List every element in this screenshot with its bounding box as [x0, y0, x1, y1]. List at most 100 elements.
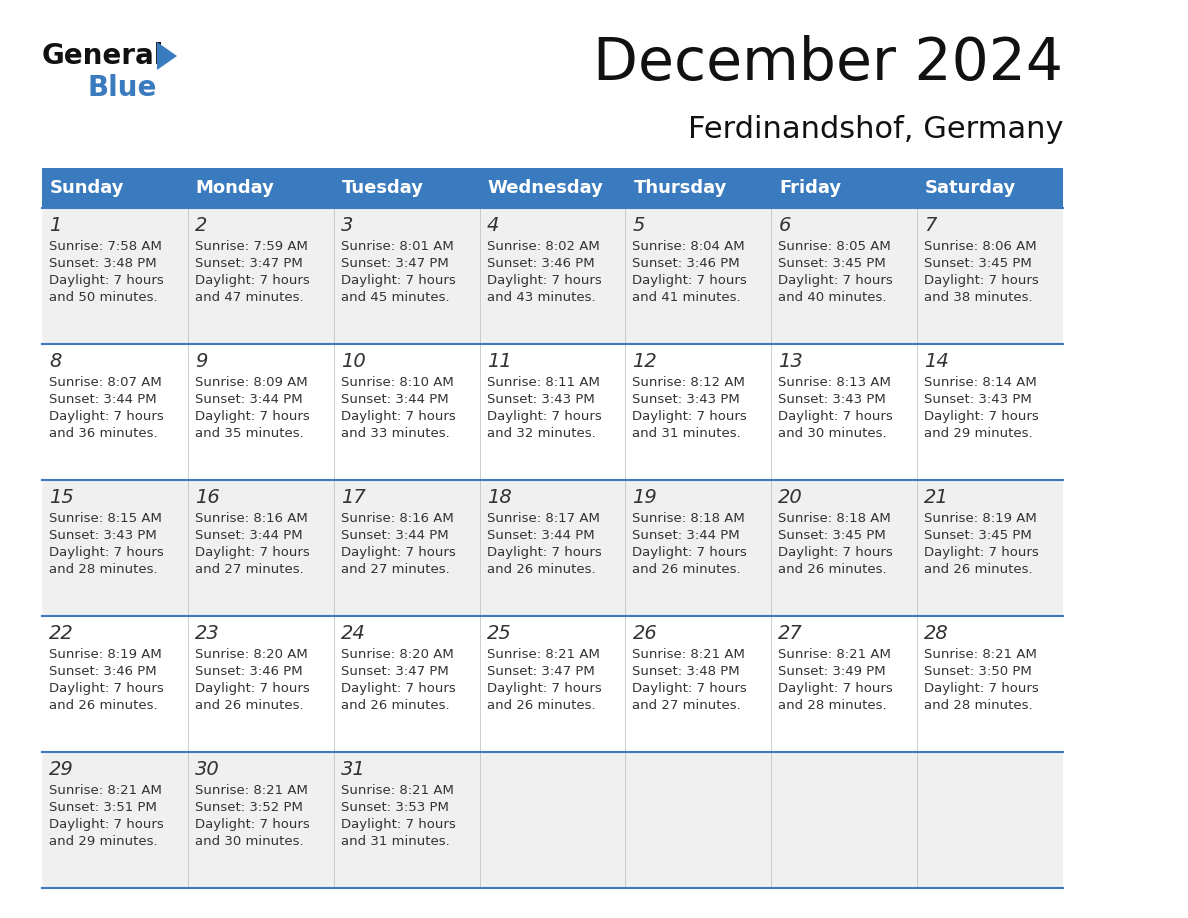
Text: Sunrise: 8:21 AM: Sunrise: 8:21 AM	[487, 648, 600, 661]
Text: Thursday: Thursday	[633, 179, 727, 197]
Text: 14: 14	[924, 352, 949, 371]
Text: 19: 19	[632, 488, 657, 507]
Text: and 28 minutes.: and 28 minutes.	[778, 699, 887, 712]
Text: Sunset: 3:43 PM: Sunset: 3:43 PM	[924, 393, 1032, 406]
Text: 25: 25	[487, 624, 511, 643]
Polygon shape	[157, 42, 177, 70]
Text: Daylight: 7 hours: Daylight: 7 hours	[195, 682, 310, 695]
Text: Sunrise: 8:12 AM: Sunrise: 8:12 AM	[632, 376, 745, 389]
Text: Sunrise: 8:16 AM: Sunrise: 8:16 AM	[341, 512, 454, 525]
Text: December 2024: December 2024	[593, 35, 1063, 92]
Text: and 38 minutes.: and 38 minutes.	[924, 291, 1032, 304]
Text: Daylight: 7 hours: Daylight: 7 hours	[49, 818, 164, 831]
Text: and 26 minutes.: and 26 minutes.	[49, 699, 158, 712]
Bar	[42, 344, 1063, 480]
Text: Sunset: 3:51 PM: Sunset: 3:51 PM	[49, 801, 157, 814]
Text: and 26 minutes.: and 26 minutes.	[924, 563, 1032, 576]
Text: 23: 23	[195, 624, 220, 643]
Text: Sunrise: 8:10 AM: Sunrise: 8:10 AM	[341, 376, 454, 389]
Text: Sunrise: 8:01 AM: Sunrise: 8:01 AM	[341, 240, 454, 253]
Text: Daylight: 7 hours: Daylight: 7 hours	[487, 546, 601, 559]
Text: Sunrise: 8:19 AM: Sunrise: 8:19 AM	[49, 648, 162, 661]
Text: Daylight: 7 hours: Daylight: 7 hours	[778, 546, 893, 559]
Text: Daylight: 7 hours: Daylight: 7 hours	[487, 682, 601, 695]
Text: Sunrise: 8:21 AM: Sunrise: 8:21 AM	[341, 784, 454, 797]
Bar	[42, 616, 1063, 752]
Text: Sunset: 3:46 PM: Sunset: 3:46 PM	[195, 665, 303, 678]
Text: Daylight: 7 hours: Daylight: 7 hours	[778, 274, 893, 287]
Text: Sunset: 3:46 PM: Sunset: 3:46 PM	[632, 257, 740, 270]
Text: and 35 minutes.: and 35 minutes.	[195, 427, 304, 440]
Text: Sunset: 3:45 PM: Sunset: 3:45 PM	[924, 529, 1032, 542]
Text: 16: 16	[195, 488, 220, 507]
Text: 27: 27	[778, 624, 803, 643]
Text: Daylight: 7 hours: Daylight: 7 hours	[341, 546, 455, 559]
Text: Daylight: 7 hours: Daylight: 7 hours	[195, 274, 310, 287]
Text: and 26 minutes.: and 26 minutes.	[487, 563, 595, 576]
Text: Daylight: 7 hours: Daylight: 7 hours	[632, 410, 747, 423]
Text: Sunset: 3:45 PM: Sunset: 3:45 PM	[778, 257, 886, 270]
Bar	[917, 168, 1063, 208]
Text: 1: 1	[49, 216, 62, 235]
Text: and 26 minutes.: and 26 minutes.	[632, 563, 741, 576]
Text: 6: 6	[778, 216, 791, 235]
Bar	[480, 168, 625, 208]
Text: Sunset: 3:44 PM: Sunset: 3:44 PM	[632, 529, 740, 542]
Text: and 40 minutes.: and 40 minutes.	[778, 291, 886, 304]
Text: 26: 26	[632, 624, 657, 643]
Text: Saturday: Saturday	[925, 179, 1017, 197]
Text: Wednesday: Wednesday	[487, 179, 604, 197]
Text: Sunrise: 8:21 AM: Sunrise: 8:21 AM	[924, 648, 1037, 661]
Text: Sunrise: 8:15 AM: Sunrise: 8:15 AM	[49, 512, 162, 525]
Text: Sunset: 3:46 PM: Sunset: 3:46 PM	[49, 665, 157, 678]
Text: Sunrise: 8:20 AM: Sunrise: 8:20 AM	[195, 648, 308, 661]
Text: Daylight: 7 hours: Daylight: 7 hours	[195, 546, 310, 559]
Text: Sunset: 3:45 PM: Sunset: 3:45 PM	[924, 257, 1032, 270]
Text: Daylight: 7 hours: Daylight: 7 hours	[924, 546, 1038, 559]
Text: Sunrise: 8:20 AM: Sunrise: 8:20 AM	[341, 648, 454, 661]
Text: and 29 minutes.: and 29 minutes.	[924, 427, 1032, 440]
Text: Daylight: 7 hours: Daylight: 7 hours	[49, 410, 164, 423]
Bar	[625, 168, 771, 208]
Text: Sunset: 3:48 PM: Sunset: 3:48 PM	[49, 257, 157, 270]
Text: 15: 15	[49, 488, 74, 507]
Text: 12: 12	[632, 352, 657, 371]
Text: Daylight: 7 hours: Daylight: 7 hours	[195, 818, 310, 831]
Text: 4: 4	[487, 216, 499, 235]
Text: and 45 minutes.: and 45 minutes.	[341, 291, 449, 304]
Bar	[42, 480, 1063, 616]
Text: Sunset: 3:44 PM: Sunset: 3:44 PM	[341, 529, 448, 542]
Text: Sunset: 3:44 PM: Sunset: 3:44 PM	[195, 393, 303, 406]
Text: 20: 20	[778, 488, 803, 507]
Text: Daylight: 7 hours: Daylight: 7 hours	[778, 682, 893, 695]
Text: Sunset: 3:44 PM: Sunset: 3:44 PM	[487, 529, 594, 542]
Text: Sunset: 3:45 PM: Sunset: 3:45 PM	[778, 529, 886, 542]
Text: Daylight: 7 hours: Daylight: 7 hours	[487, 274, 601, 287]
Text: and 27 minutes.: and 27 minutes.	[632, 699, 741, 712]
Text: Sunrise: 8:17 AM: Sunrise: 8:17 AM	[487, 512, 600, 525]
Bar	[42, 208, 1063, 344]
Text: 13: 13	[778, 352, 803, 371]
Text: Sunset: 3:47 PM: Sunset: 3:47 PM	[487, 665, 594, 678]
Text: and 26 minutes.: and 26 minutes.	[341, 699, 449, 712]
Text: Sunset: 3:50 PM: Sunset: 3:50 PM	[924, 665, 1032, 678]
Text: and 41 minutes.: and 41 minutes.	[632, 291, 741, 304]
Text: Sunset: 3:47 PM: Sunset: 3:47 PM	[341, 665, 448, 678]
Text: Ferdinandshof, Germany: Ferdinandshof, Germany	[688, 115, 1063, 144]
Text: and 28 minutes.: and 28 minutes.	[49, 563, 158, 576]
Bar	[334, 168, 480, 208]
Bar	[771, 168, 917, 208]
Text: and 30 minutes.: and 30 minutes.	[195, 835, 303, 848]
Text: Daylight: 7 hours: Daylight: 7 hours	[632, 274, 747, 287]
Text: Sunrise: 7:59 AM: Sunrise: 7:59 AM	[195, 240, 308, 253]
Text: 21: 21	[924, 488, 949, 507]
Text: 24: 24	[341, 624, 366, 643]
Text: Sunset: 3:46 PM: Sunset: 3:46 PM	[487, 257, 594, 270]
Text: and 47 minutes.: and 47 minutes.	[195, 291, 303, 304]
Text: Sunrise: 7:58 AM: Sunrise: 7:58 AM	[49, 240, 162, 253]
Text: 17: 17	[341, 488, 366, 507]
Text: and 32 minutes.: and 32 minutes.	[487, 427, 595, 440]
Text: 22: 22	[49, 624, 74, 643]
Text: and 36 minutes.: and 36 minutes.	[49, 427, 158, 440]
Text: Daylight: 7 hours: Daylight: 7 hours	[49, 274, 164, 287]
